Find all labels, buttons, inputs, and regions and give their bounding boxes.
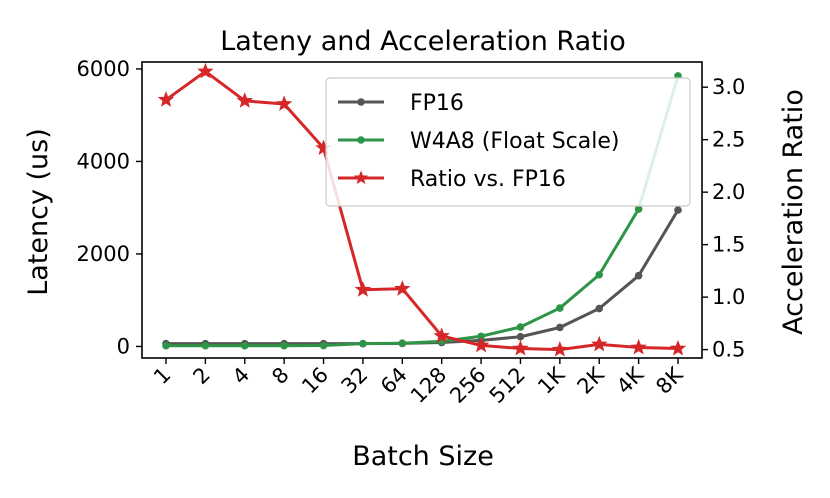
series-point-0 — [556, 323, 564, 332]
series-point-2 — [433, 327, 450, 343]
legend-item: W4A8 (Float Scale) — [338, 129, 619, 154]
x-tick-label: 4K — [612, 362, 649, 399]
x-tick-label: 4 — [228, 363, 254, 389]
x-tick-label: 512 — [485, 363, 530, 408]
x-tick-label: 8 — [267, 363, 293, 389]
series-point-1 — [201, 341, 210, 350]
series-point-2 — [197, 62, 214, 79]
series-point-2 — [394, 280, 411, 296]
legend-label: Ratio vs. FP16 — [410, 167, 566, 192]
series-point-1 — [359, 339, 367, 348]
y-axis-label-right: Acceleration Ratio — [778, 89, 809, 335]
y-left-tick-label: 2000 — [77, 242, 130, 266]
x-tick-label: 128 — [406, 363, 451, 408]
series-point-1 — [634, 205, 643, 213]
legend-label: FP16 — [410, 91, 464, 116]
y-right-tick-label: 1.0 — [712, 285, 745, 309]
series-point-2 — [630, 338, 647, 355]
series-point-2 — [354, 281, 372, 297]
x-tick-label: 1 — [149, 363, 175, 389]
series-point-0 — [674, 206, 682, 214]
series-point-2 — [157, 91, 175, 107]
x-tick-label: 32 — [337, 363, 373, 399]
y-right-tick-label: 3.0 — [712, 75, 745, 99]
legend-item: Ratio vs. FP16 — [338, 167, 566, 192]
x-tick-label: 16 — [297, 363, 333, 399]
legend-label: W4A8 (Float Scale) — [410, 129, 619, 154]
y-right-tick-label: 2.5 — [712, 128, 745, 152]
legend-marker — [357, 136, 365, 144]
series-line-1 — [166, 75, 680, 348]
series-point-0 — [516, 332, 525, 341]
y-left-tick-label: 6000 — [77, 57, 130, 81]
legend-marker — [353, 170, 369, 185]
series-point-0 — [634, 271, 643, 280]
x-tick-label: 256 — [445, 363, 490, 408]
x-tick-label: 2 — [188, 363, 214, 389]
series-point-2 — [472, 336, 490, 353]
y-left-tick-label: 0 — [117, 334, 130, 358]
series-point-0 — [595, 304, 604, 313]
series-point-2 — [551, 340, 569, 357]
series-point-1 — [398, 339, 407, 348]
y-right-tick-label: 2.0 — [712, 180, 745, 204]
series-point-2 — [236, 92, 253, 108]
x-axis-label: Batch Size — [352, 441, 494, 472]
plot-frame — [141, 61, 703, 359]
x-tick-label: 64 — [376, 363, 412, 399]
legend: FP16 W4A8 (Float Scale) Ratio vs. FP16 — [325, 77, 691, 207]
legend-box — [325, 77, 691, 207]
series-point-1 — [280, 341, 288, 350]
series-point-2 — [669, 339, 687, 356]
series-point-2 — [512, 339, 529, 356]
series-point-1 — [595, 270, 604, 279]
series-point-2 — [275, 95, 293, 111]
legend-item: FP16 — [338, 91, 464, 116]
series-point-2 — [591, 335, 608, 352]
x-tick-label: 1K — [533, 362, 570, 399]
x-tick-label: 8K — [651, 362, 688, 399]
series-point-1 — [516, 323, 525, 331]
y-left-tick-label: 4000 — [77, 149, 130, 173]
series-point-1 — [240, 341, 249, 350]
series-line-2 — [165, 69, 679, 352]
series-point-1 — [477, 332, 485, 341]
chart-title: Lateny and Acceleration Ratio — [220, 26, 626, 57]
y-right-tick-label: 0.5 — [712, 338, 745, 362]
series-point-1 — [162, 341, 170, 350]
legend-marker — [357, 98, 365, 106]
y-right-tick-label: 1.5 — [712, 233, 745, 257]
y-axis-label-left: Latency (us) — [23, 128, 54, 296]
series-point-1 — [556, 304, 564, 312]
series-point-1 — [319, 341, 328, 350]
x-tick-label: 2K — [573, 362, 610, 399]
